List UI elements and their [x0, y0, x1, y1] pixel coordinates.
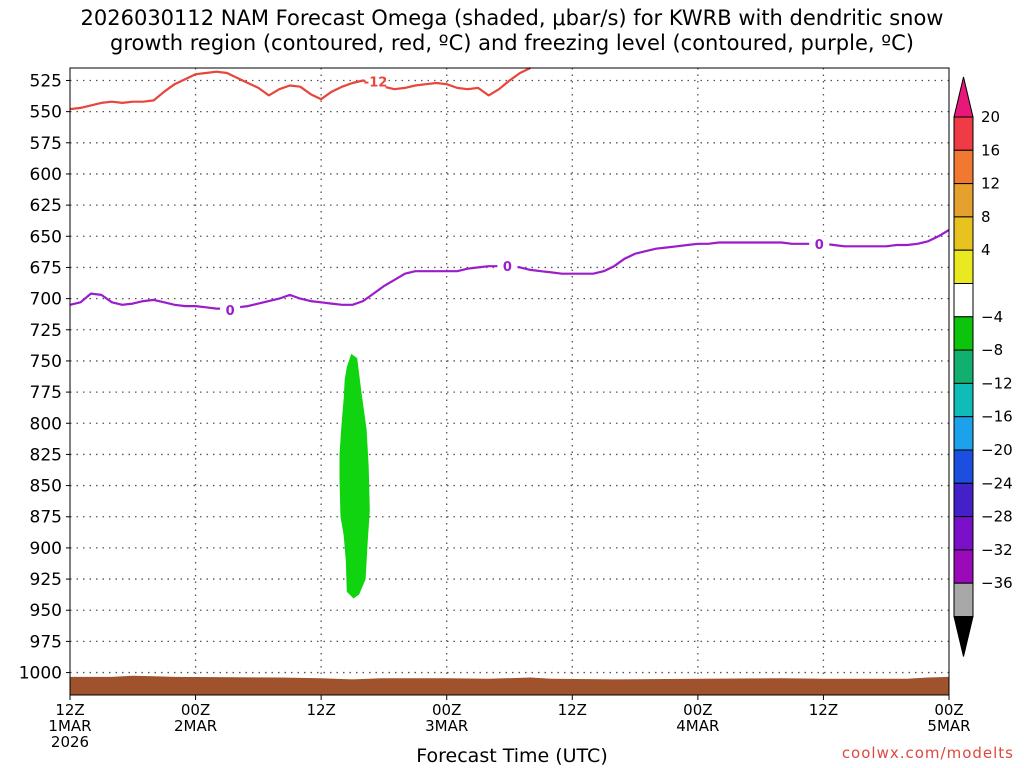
y-tick-label: 875	[30, 508, 62, 528]
x-tick-label: 00Z	[683, 701, 712, 719]
colorbar-label: −36	[981, 574, 1013, 592]
y-tick-label: 950	[30, 601, 62, 621]
y-tick-label: 800	[30, 414, 62, 434]
colorbar-swatch	[953, 482, 974, 518]
x-tick-label: 5MAR	[927, 717, 970, 735]
chart-title: 2026030112 NAM Forecast Omega (shaded, μ…	[0, 6, 1024, 56]
colorbar-swatch	[953, 416, 974, 451]
colorbar-swatch	[953, 582, 974, 618]
title-line-2: growth region (contoured, red, ºC) and f…	[110, 31, 914, 55]
omega-area	[339, 353, 370, 599]
y-tick-label: 975	[30, 632, 62, 652]
dgz-contour-label-bg	[365, 73, 386, 90]
y-tick-label: 900	[30, 539, 62, 559]
colorbar-top-arrow	[953, 76, 974, 118]
colorbar-swatch	[953, 382, 974, 418]
credit-text: coolwx.com/modelts	[841, 744, 1014, 762]
colorbar-swatch	[953, 549, 974, 584]
freezing-contour-label: 0	[503, 260, 512, 275]
y-tick-label: 825	[30, 445, 62, 465]
colorbar-swatch	[953, 183, 974, 218]
plot-frame	[69, 67, 950, 696]
colorbar-label: −28	[981, 508, 1013, 526]
x-tick-label: 4MAR	[676, 717, 719, 735]
freezing-contour-label: 0	[226, 304, 235, 319]
colorbar-swatch	[953, 216, 974, 251]
colorbar-swatch	[953, 349, 974, 384]
colorbar-label: 16	[981, 141, 1000, 159]
y-tick-label: 750	[30, 352, 62, 372]
omega-shading	[339, 353, 370, 599]
terrain-band	[70, 675, 949, 695]
colorbar-bottom-arrow	[953, 616, 974, 657]
y-tick-label: 675	[30, 258, 62, 278]
colorbar-swatch	[953, 449, 974, 484]
y-tick-label: 650	[30, 227, 62, 247]
dgz-contour-line	[69, 67, 531, 111]
y-tick-label: 775	[30, 383, 62, 403]
colorbar-label: −16	[981, 408, 1013, 426]
y-tick-label: 575	[30, 134, 62, 154]
terrain-surface	[70, 675, 949, 695]
x-tick-label: 00Z	[432, 701, 461, 719]
x-tick-label: 00Z	[934, 701, 963, 719]
freezing-contour-label-bg	[220, 301, 241, 318]
y-axis-ticks: 525 550 575 600 625 650 675 700 725 750 775 800 825 8…	[19, 71, 70, 684]
colorbar-label: −12	[981, 374, 1013, 392]
y-tick-label: 600	[30, 165, 62, 185]
x-tick-label: 1MAR	[48, 717, 91, 735]
freezing-contour-label-bg	[497, 258, 518, 275]
x-tick-label: 2MAR	[174, 717, 217, 735]
colorbar-label: −20	[981, 441, 1013, 459]
colorbar-swatch	[953, 116, 974, 151]
y-tick-label: 925	[30, 570, 62, 590]
y-tick-label: 700	[30, 290, 62, 310]
x-axis-title: Forecast Time (UTC)	[416, 745, 608, 767]
y-tick-label: 1000	[19, 664, 62, 684]
colorbar-label: −32	[981, 541, 1013, 559]
x-tick-label: 00Z	[181, 701, 210, 719]
title-line-1: 2026030112 NAM Forecast Omega (shaded, μ…	[80, 6, 944, 30]
y-tick-label: 525	[30, 71, 62, 91]
y-tick-label: 550	[30, 103, 62, 123]
contour-lines: -12 0 0 0	[69, 67, 950, 319]
x-tick-label: 3MAR	[425, 717, 468, 735]
colorbar-swatch	[953, 149, 974, 185]
y-tick-label: 725	[30, 321, 62, 341]
colorbar-swatch	[953, 516, 974, 551]
colorbar: 20 16 12 8 4 −4 −8 −12 −16 −20 −24 −28 −32 −36	[953, 76, 1013, 657]
colorbar-swatch	[953, 249, 974, 284]
grid-lines	[70, 68, 949, 695]
dgz-contour-label: -12	[364, 76, 388, 91]
x-tick-label: 12Z	[809, 701, 838, 719]
y-tick-label: 625	[30, 196, 62, 216]
colorbar-label: −4	[981, 308, 1003, 326]
colorbar-label: 4	[981, 241, 991, 259]
colorbar-label: 20	[981, 108, 1000, 126]
x-tick-label: 12Z	[306, 701, 335, 719]
colorbar-label: −24	[981, 474, 1013, 492]
freezing-contour-label: 0	[815, 238, 824, 253]
colorbar-label: 8	[981, 208, 991, 226]
colorbar-swatch	[953, 316, 974, 351]
x-tick-label: 12Z	[558, 701, 587, 719]
colorbar-label: 12	[981, 175, 1000, 193]
colorbar-swatch	[953, 283, 974, 318]
x-tick-label: 2026	[51, 733, 89, 751]
x-tick-label: 12Z	[55, 701, 84, 719]
freezing-contour-label-bg	[809, 235, 830, 252]
y-tick-label: 850	[30, 477, 62, 497]
colorbar-label: −8	[981, 341, 1003, 359]
